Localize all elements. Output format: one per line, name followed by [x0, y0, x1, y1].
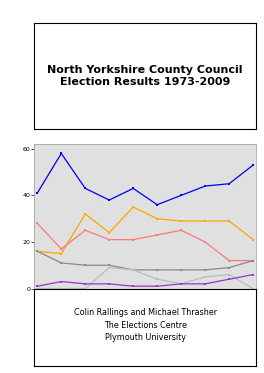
Text: Colin Rallings and Michael Thrasher
The Elections Centre
Plymouth University: Colin Rallings and Michael Thrasher The … [74, 308, 217, 342]
Text: North Yorkshire County Council
Election Results 1973-2009: North Yorkshire County Council Election … [48, 65, 243, 87]
